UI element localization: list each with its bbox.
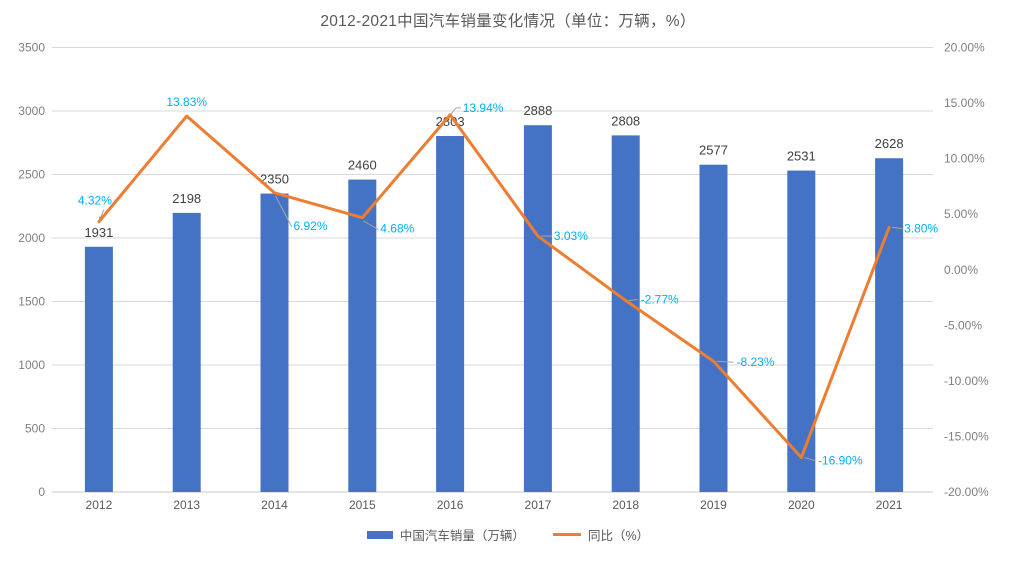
x-axis-category-label: 2016 bbox=[437, 498, 464, 512]
line-series-swatch-icon bbox=[552, 533, 581, 536]
y-axis-tick-label: 0 bbox=[38, 485, 45, 499]
secondary-axis-tick-label: 15.00% bbox=[944, 96, 985, 110]
line-point-label: 4.68% bbox=[380, 222, 414, 236]
secondary-axis-tick-label: 10.00% bbox=[944, 152, 985, 166]
callout-leader bbox=[99, 209, 105, 218]
y-axis-tick-label: 3500 bbox=[18, 41, 45, 55]
x-axis-category-label: 2020 bbox=[788, 498, 815, 512]
y-axis-tick-label: 1000 bbox=[18, 358, 45, 372]
line-point-label: -2.77% bbox=[641, 293, 679, 307]
secondary-axis-tick-label: -15.00% bbox=[944, 429, 989, 443]
callout-leader bbox=[716, 360, 734, 363]
bar-value-label: 2577 bbox=[699, 143, 728, 158]
x-axis-category-label: 2013 bbox=[173, 498, 200, 512]
bar-value-label: 2531 bbox=[787, 149, 816, 164]
line-point-label: 3.03% bbox=[554, 229, 588, 243]
bar-2021 bbox=[875, 158, 904, 492]
legend-item-sales: 中国汽车销量（万辆） bbox=[366, 525, 525, 544]
line-point-label: -8.23% bbox=[736, 355, 774, 369]
chart-legend: 中国汽车销量（万辆） 同比（%） bbox=[0, 525, 1016, 544]
secondary-axis-tick-label: 5.00% bbox=[944, 207, 978, 221]
line-point-label: 13.94% bbox=[463, 101, 504, 115]
bar-2019 bbox=[699, 164, 728, 492]
x-axis-category-label: 2019 bbox=[700, 498, 727, 512]
line-point-label: 13.83% bbox=[166, 95, 207, 109]
bar-2016 bbox=[436, 136, 465, 493]
y-axis-tick-label: 2000 bbox=[18, 231, 45, 245]
bar-value-label: 1931 bbox=[84, 225, 113, 240]
x-axis-category-label: 2012 bbox=[86, 498, 113, 512]
bar-value-label: 2460 bbox=[348, 158, 377, 173]
y-axis-tick-label: 2500 bbox=[18, 168, 45, 182]
bar-series-swatch-icon bbox=[366, 530, 393, 539]
callout-leader bbox=[804, 457, 815, 462]
yoy-line-series bbox=[97, 113, 891, 460]
bar-2012 bbox=[84, 246, 113, 492]
bar-value-label: 2350 bbox=[260, 172, 289, 187]
legend-label-sales: 中国汽车销量（万辆） bbox=[399, 529, 525, 543]
callout-leader bbox=[628, 299, 638, 302]
bar-2020 bbox=[787, 170, 816, 493]
legend-label-yoy: 同比（%） bbox=[587, 529, 650, 543]
callout-leader bbox=[450, 107, 461, 115]
callout-leader bbox=[892, 227, 903, 230]
x-axis-category-label: 2014 bbox=[261, 498, 288, 512]
line-point-label: 6.92% bbox=[293, 219, 327, 233]
chart-title: 2012-2021中国汽车销量变化情况（单位：万辆，%） bbox=[320, 13, 696, 30]
bar-value-label: 2628 bbox=[875, 136, 904, 151]
bar-2017 bbox=[523, 125, 552, 492]
bar-2013 bbox=[172, 212, 201, 492]
y-axis-tick-label: 500 bbox=[25, 422, 45, 436]
x-axis-category-label: 2021 bbox=[876, 498, 903, 512]
line-point-label: -16.90% bbox=[818, 454, 863, 468]
x-axis-category-label: 2018 bbox=[612, 498, 639, 512]
x-axis-category-label: 2017 bbox=[525, 498, 552, 512]
line-point-label: 4.32% bbox=[78, 194, 112, 208]
callout-leader bbox=[275, 195, 293, 228]
secondary-axis-tick-label: 20.00% bbox=[944, 41, 985, 55]
y-axis-tick-label: 1500 bbox=[18, 295, 45, 309]
secondary-axis-tick-label: -10.00% bbox=[944, 374, 989, 388]
secondary-axis-tick-label: 0.00% bbox=[944, 263, 978, 277]
callout-leader bbox=[363, 220, 379, 231]
y-axis-tick-label: 3000 bbox=[18, 104, 45, 118]
secondary-axis-tick-label: -20.00% bbox=[944, 485, 989, 499]
bar-2018 bbox=[611, 135, 640, 492]
bar-value-label: 2808 bbox=[611, 113, 640, 128]
secondary-axis-tick-label: -5.00% bbox=[944, 318, 982, 332]
x-axis-category-label: 2015 bbox=[349, 498, 376, 512]
bar-value-label: 2198 bbox=[172, 191, 201, 206]
bar-2015 bbox=[348, 179, 377, 492]
legend-item-yoy: 同比（%） bbox=[552, 525, 650, 544]
line-point-label: 3.80% bbox=[904, 222, 938, 236]
bar-value-label: 2888 bbox=[523, 103, 552, 118]
bar-2014 bbox=[260, 193, 289, 493]
